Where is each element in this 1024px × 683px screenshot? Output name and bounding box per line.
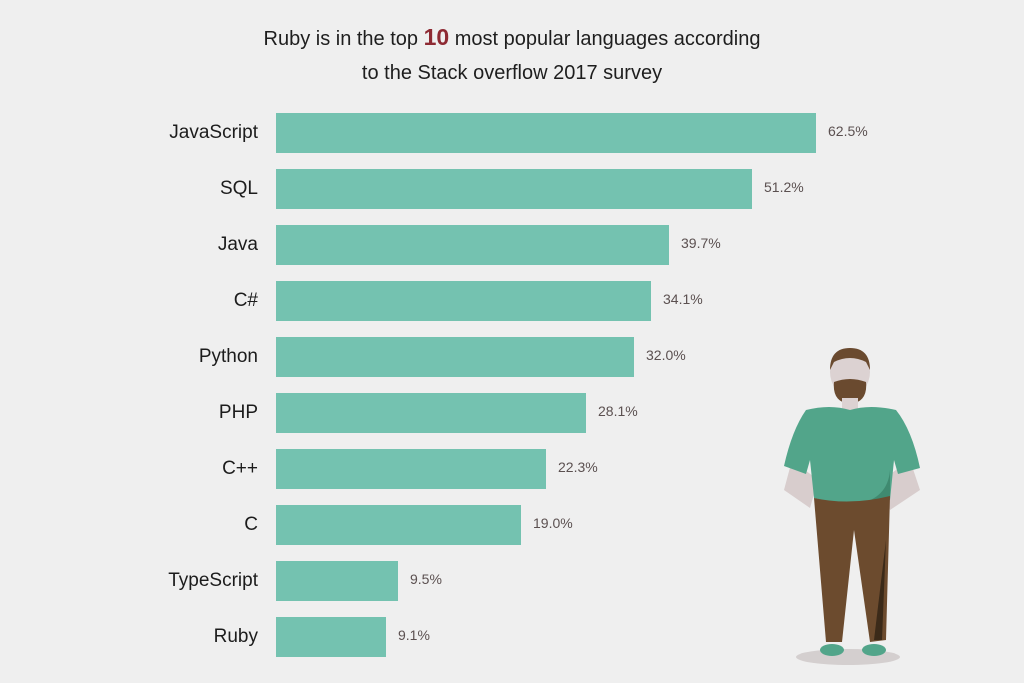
value-label: 32.0% — [646, 347, 686, 363]
bar-row: SQL 51.2% — [0, 169, 1024, 209]
bar-row: Ruby 9.1% — [0, 617, 1024, 657]
title-line-2: to the Stack overflow 2017 survey — [361, 62, 663, 84]
category-label: Java — [217, 234, 258, 255]
bar-row: C# 34.1% — [0, 281, 1024, 321]
value-label: 22.3% — [558, 459, 598, 475]
value-label: 39.7% — [681, 235, 721, 251]
bar — [276, 113, 816, 153]
value-label: 51.2% — [764, 179, 804, 195]
category-label: C++ — [222, 458, 258, 479]
bar — [276, 561, 398, 601]
bar — [276, 337, 634, 377]
value-label: 28.1% — [598, 403, 638, 419]
bar-row: PHP 28.1% — [0, 393, 1024, 433]
bar — [276, 393, 586, 433]
category-label: TypeScript — [168, 570, 258, 591]
bar — [276, 281, 651, 321]
category-label: C# — [233, 290, 258, 311]
title-highlight-number: 10 — [423, 24, 450, 50]
bar — [276, 225, 669, 265]
value-label: 9.1% — [398, 627, 430, 643]
title-line-1: Ruby is in the top 10 most popular langu… — [263, 24, 761, 50]
value-label: 19.0% — [533, 515, 573, 531]
category-label: Python — [198, 346, 258, 367]
bar-row: JavaScript 62.5% — [0, 113, 1024, 153]
value-label: 62.5% — [828, 123, 868, 139]
category-label: Ruby — [213, 626, 258, 647]
bar-row: C 19.0% — [0, 505, 1024, 545]
bar-row: C++ 22.3% — [0, 449, 1024, 489]
bar — [276, 169, 752, 209]
category-label: JavaScript — [169, 122, 258, 143]
chart-title: Ruby is in the top 10 most popular langu… — [0, 20, 1024, 90]
bar — [276, 505, 521, 545]
bar — [276, 617, 386, 657]
person-illustration — [784, 348, 920, 665]
category-label: C — [244, 514, 258, 535]
value-label: 34.1% — [663, 291, 703, 307]
category-label: SQL — [219, 178, 258, 199]
bar-row: Java 39.7% — [0, 225, 1024, 265]
category-label: PHP — [218, 402, 258, 423]
bar — [276, 449, 546, 489]
bar-row: TypeScript 9.5% — [0, 561, 1024, 601]
value-label: 9.5% — [410, 571, 442, 587]
bar-row: Python 32.0% — [0, 337, 1024, 377]
